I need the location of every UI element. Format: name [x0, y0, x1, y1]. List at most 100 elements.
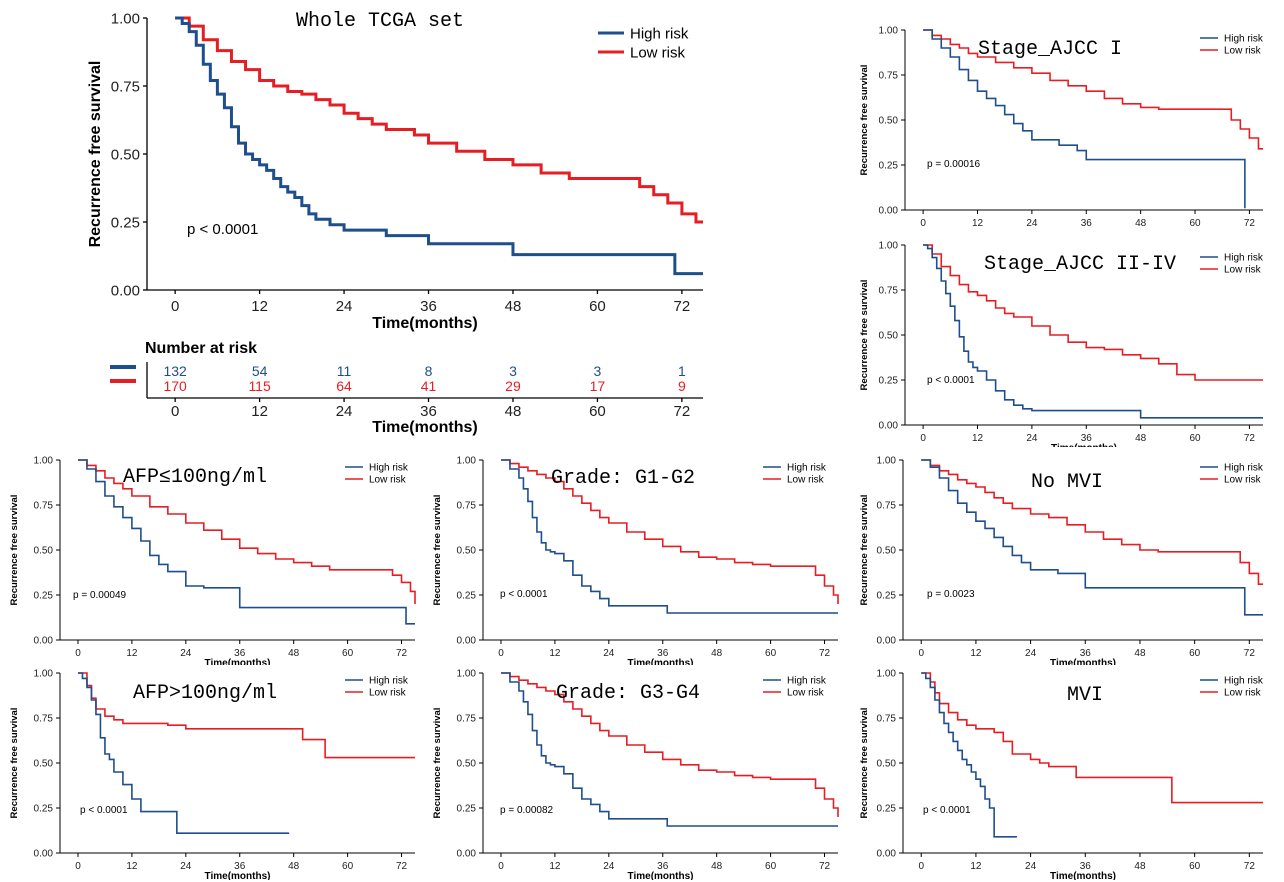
legend-low-label: Low risk	[787, 475, 825, 486]
x-tick-label: 48	[1135, 433, 1147, 444]
x-tick-label: 60	[342, 861, 354, 872]
x-tick-label: 0	[918, 648, 924, 659]
y-tick-label: 1.00	[111, 10, 140, 27]
x-tick-label: 48	[711, 861, 723, 872]
x-tick-label: 24	[180, 648, 192, 659]
y-tick-label: 0.25	[877, 804, 897, 815]
x-tick-label: 12	[251, 298, 268, 315]
risk-low-swatch	[110, 379, 136, 383]
x-axis-label: Time(months)	[372, 315, 477, 332]
x-tick-label: 36	[234, 648, 246, 659]
x-axis-label: Time(months)	[1050, 871, 1116, 880]
x-tick-label: 12	[126, 861, 138, 872]
x-tick-label: 24	[336, 298, 353, 315]
y-tick-label: 1.00	[877, 456, 897, 467]
x-tick-label: 12	[970, 861, 982, 872]
y-tick-label: 0.25	[877, 591, 897, 602]
x-axis-label: Time(months)	[205, 658, 271, 665]
panel-title: Whole TCGA set	[296, 10, 464, 33]
y-tick-label: 0.75	[877, 714, 897, 725]
x-tick-label: 72	[674, 298, 691, 315]
y-axis-label: Recurrence free survival	[859, 708, 870, 819]
y-tick-label: 0.00	[879, 421, 899, 432]
x-tick-label: 0	[498, 648, 504, 659]
y-axis-label: Recurrence free survival	[9, 708, 20, 819]
y-tick-label: 0.25	[34, 591, 54, 602]
high-risk-curve	[500, 459, 838, 614]
y-tick-label: 0.00	[877, 636, 897, 647]
panel-title: Grade: G1-G2	[551, 467, 695, 490]
x-tick-label: 36	[657, 861, 669, 872]
y-tick-label: 0.75	[457, 501, 477, 512]
y-tick-label: 0.50	[457, 546, 477, 557]
panel-title: MVI	[1067, 684, 1103, 707]
y-tick-label: 0.00	[34, 849, 54, 860]
risk-x-tick-label: 60	[589, 403, 606, 420]
panel-title: Grade: G3-G4	[556, 682, 700, 705]
risk-low-count: 170	[163, 378, 187, 394]
legend-low-label: Low risk	[369, 688, 407, 699]
y-tick-label: 0.75	[879, 71, 899, 82]
x-tick-label: 12	[549, 861, 561, 872]
x-tick-label: 72	[819, 648, 831, 659]
risk-x-tick-label: 48	[505, 403, 522, 420]
risk-x-tick-label: 0	[171, 403, 179, 420]
high-risk-curve	[175, 16, 703, 276]
high-risk-curve	[77, 459, 415, 625]
risk-low-count: 17	[590, 378, 606, 394]
x-tick-label: 72	[1244, 648, 1256, 659]
y-tick-label: 0.25	[457, 591, 477, 602]
legend-high-label: High risk	[1224, 676, 1264, 687]
p-value: p = 0.00082	[500, 805, 554, 816]
risk-x-tick-label: 36	[420, 403, 437, 420]
y-tick-label: 0.25	[111, 214, 140, 231]
x-tick-label: 72	[819, 861, 831, 872]
y-tick-label: 0.50	[457, 759, 477, 770]
km-plot-whole-tcga: 0.00 0.25 0.50 0.75 1.00 0 12 24 36 48 60 72 Time(mo…	[87, 10, 703, 332]
risk-table-title: Number at risk	[145, 340, 257, 357]
y-tick-label: 0.50	[879, 331, 899, 342]
low-risk-curve	[500, 459, 839, 604]
legend-high-label: High risk	[1224, 34, 1264, 45]
x-tick-label: 36	[420, 298, 437, 315]
legend-high-label: High risk	[787, 676, 827, 687]
x-axis-label: Time(months)	[628, 658, 694, 665]
km-plot-no-mvi: 0.00 0.25 0.50 0.75 1.00 0 12 24 36 48 60 72 Time(mo…	[859, 456, 1264, 666]
x-tick-label: 0	[918, 861, 924, 872]
x-tick-label: 36	[657, 648, 669, 659]
x-tick-label: 12	[972, 433, 984, 444]
x-tick-label: 24	[180, 861, 192, 872]
p-value: p < 0.0001	[500, 589, 548, 600]
y-tick-label: 0.00	[34, 636, 54, 647]
y-tick-label: 0.75	[34, 714, 54, 725]
p-value: p = 0.0023	[927, 589, 975, 600]
legend-low-label: Low risk	[1224, 265, 1262, 276]
y-tick-label: 0.00	[457, 849, 477, 860]
x-tick-label: 36	[1081, 218, 1093, 227]
legend-low-label: Low risk	[1224, 688, 1262, 699]
low-risk-curve	[77, 672, 415, 759]
x-tick-label: 12	[549, 648, 561, 659]
x-tick-label: 48	[288, 648, 300, 659]
x-tick-label: 24	[1025, 648, 1037, 659]
x-tick-label: 60	[765, 861, 777, 872]
x-tick-label: 48	[288, 861, 300, 872]
risk-low-count: 115	[248, 378, 271, 394]
low-risk-curve	[923, 29, 1263, 150]
km-plot-afp-gt-100: 0.00 0.25 0.50 0.75 1.00 0 12 24 36 48 60 72 Time(mo…	[9, 669, 415, 880]
low-risk-curve	[175, 16, 703, 224]
y-tick-label: 0.50	[34, 759, 54, 770]
x-tick-label: 48	[711, 648, 723, 659]
x-tick-label: 48	[1135, 218, 1147, 227]
y-tick-label: 1.00	[34, 669, 54, 680]
y-tick-label: 0.50	[34, 546, 54, 557]
risk-low-count: 9	[678, 378, 686, 394]
high-risk-curve	[500, 672, 838, 827]
x-tick-label: 36	[1080, 648, 1092, 659]
y-tick-label: 0.25	[457, 804, 477, 815]
x-axis-label: Time(months)	[628, 871, 694, 880]
y-tick-label: 0.50	[879, 116, 899, 127]
legend-high-label: High risk	[787, 463, 827, 474]
legend-high-label: High risk	[369, 463, 409, 474]
